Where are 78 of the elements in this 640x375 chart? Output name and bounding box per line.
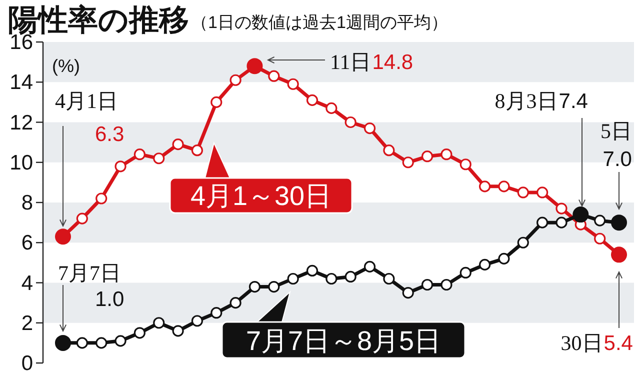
point <box>460 266 472 279</box>
legend-label: 4月1～30日 <box>190 181 332 211</box>
y-tick-label: 4 <box>21 272 34 295</box>
legend-label: 7月7日～8月5日 <box>246 326 442 356</box>
y-tick-label: 14 <box>10 71 34 94</box>
point <box>498 180 510 192</box>
annotation: 14.8 <box>372 51 414 74</box>
point <box>536 216 548 228</box>
point <box>556 216 568 228</box>
y-tick-label: 6 <box>21 232 33 255</box>
point <box>134 327 146 339</box>
y-tick-label: 10 <box>10 151 33 174</box>
point <box>517 236 529 248</box>
point <box>230 297 242 309</box>
point <box>306 94 318 106</box>
point <box>421 150 434 162</box>
point <box>248 280 261 293</box>
point <box>594 232 606 244</box>
annotation: 11日 <box>330 50 372 74</box>
point <box>134 148 146 160</box>
point <box>76 337 88 349</box>
point <box>172 138 184 150</box>
point <box>114 335 126 347</box>
point <box>210 96 222 108</box>
point <box>364 260 376 272</box>
point <box>440 148 452 160</box>
annotation: 30日 <box>560 331 603 355</box>
point <box>344 270 356 283</box>
y-tick-label: 8 <box>21 192 33 214</box>
annotation: 7.4 <box>558 90 588 113</box>
annotation: 6.3 <box>95 123 124 146</box>
annotation: 4月1日 <box>55 89 118 113</box>
annotation: 5.4 <box>604 332 633 355</box>
point <box>114 160 126 172</box>
point <box>383 144 395 156</box>
point <box>344 116 356 128</box>
annotation: 1.0 <box>95 288 124 311</box>
point <box>191 315 204 327</box>
point <box>326 272 338 285</box>
point <box>268 280 280 293</box>
y-axis-title: (%) <box>52 56 80 76</box>
point <box>153 317 165 329</box>
point <box>287 272 299 285</box>
point <box>191 144 204 156</box>
point <box>421 278 434 291</box>
point <box>402 286 414 299</box>
point <box>517 186 529 198</box>
point <box>594 214 606 226</box>
point <box>76 212 88 224</box>
chart-subtitle: （1日の数値は過去1週間の平均） <box>191 13 448 32</box>
point <box>498 252 510 264</box>
point <box>402 156 414 168</box>
y-tick-label: 0 <box>21 352 33 375</box>
point <box>96 337 108 349</box>
point <box>210 307 222 319</box>
annotation: 8月3日 <box>494 89 558 113</box>
point <box>364 122 376 134</box>
point <box>556 202 568 214</box>
y-tick-label: 12 <box>10 111 33 134</box>
annotation: 7月7日 <box>58 261 121 285</box>
annotation: 11日 <box>266 50 372 74</box>
point <box>478 180 491 192</box>
point <box>268 70 280 82</box>
point <box>153 152 165 164</box>
point <box>460 158 472 170</box>
point <box>306 264 318 277</box>
point <box>230 74 242 86</box>
annotation: 7.0 <box>602 148 632 171</box>
point <box>172 325 184 337</box>
point <box>440 278 452 291</box>
y-tick-label: 2 <box>21 312 33 335</box>
point <box>383 272 395 285</box>
point <box>326 102 338 114</box>
point <box>287 78 299 90</box>
point <box>478 258 491 270</box>
point <box>536 186 548 198</box>
point <box>96 192 108 204</box>
annotation: 5日 <box>600 119 632 143</box>
